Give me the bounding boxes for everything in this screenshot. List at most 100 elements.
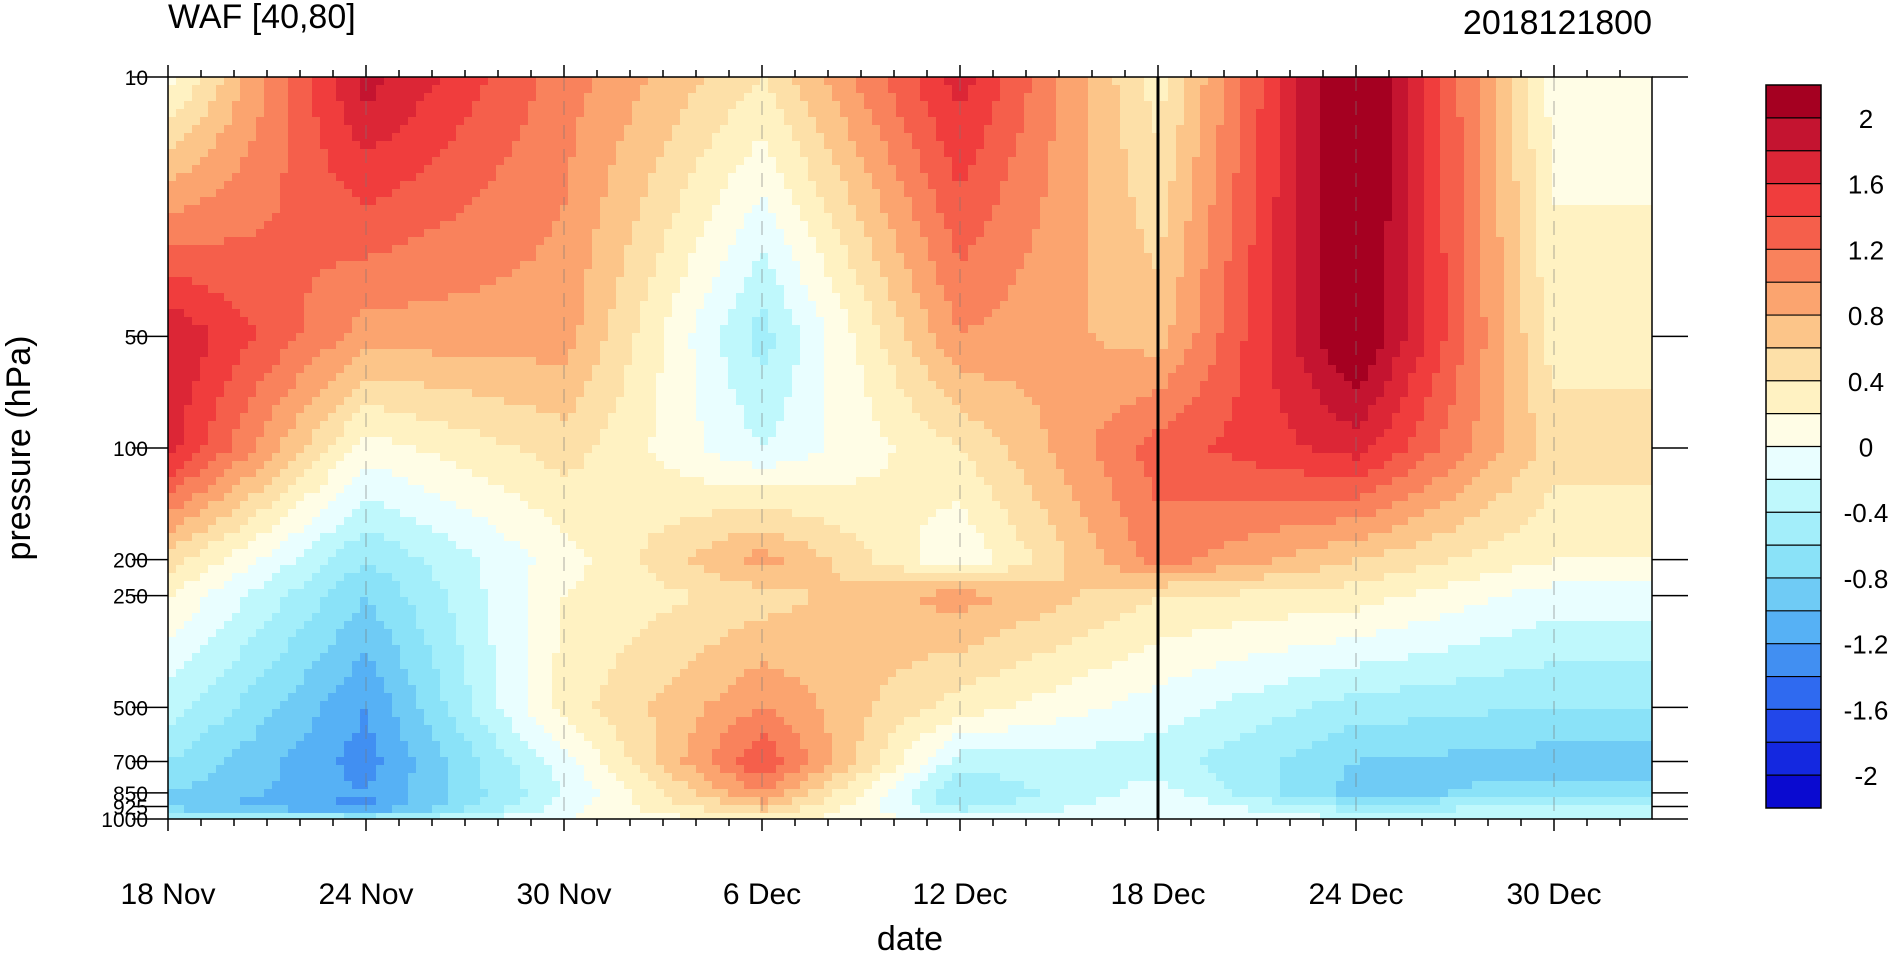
field-cell [1552,229,1561,238]
field-cell [392,253,401,262]
field-cell [1112,85,1121,94]
field-cell [600,157,609,166]
field-cell [1008,181,1017,190]
field-cell [664,197,673,206]
field-cell [176,253,185,262]
field-cell [1496,149,1505,158]
field-cell [176,165,185,174]
field-cell [1520,237,1529,246]
field-cell [1048,173,1057,182]
field-cell [480,213,489,222]
field-cell [720,181,729,190]
field-cell [1328,117,1337,126]
field-cell [488,93,497,102]
field-cell [1280,237,1289,246]
field-cell [1448,269,1457,278]
field-cell [456,205,465,214]
field-cell [1096,269,1105,278]
field-cell [1480,101,1489,110]
field-cell [1056,285,1065,294]
field-cell [656,101,665,110]
field-cell [432,157,441,166]
field-cell [1240,229,1249,238]
field-cell [320,285,329,294]
field-cell [1000,245,1009,254]
field-cell [680,229,689,238]
field-cell [1608,117,1617,126]
field-cell [968,253,977,262]
field-cell [664,157,673,166]
field-cell [880,109,889,118]
field-cell [1344,285,1353,294]
field-cell [720,277,729,286]
field-cell [608,229,617,238]
field-cell [192,285,201,294]
field-cell [216,197,225,206]
field-cell [1224,93,1233,102]
field-cell [488,213,497,222]
field-cell [288,141,297,150]
field-cell [640,133,649,142]
field-cell [264,125,273,134]
field-cell [1536,117,1545,126]
field-cell [1568,85,1577,94]
field-cell [1464,197,1473,206]
field-cell [1368,229,1377,238]
field-cell [1192,229,1201,238]
field-cell [608,85,617,94]
field-cell [1048,101,1057,110]
field-cell [888,101,897,110]
field-cell [232,205,241,214]
field-cell [328,109,337,118]
field-cell [616,285,625,294]
field-cell [696,261,705,270]
field-cell [376,85,385,94]
field-cell [216,285,225,294]
field-cell [1552,197,1561,206]
field-cell [456,109,465,118]
field-cell [1424,269,1433,278]
field-cell [216,109,225,118]
field-cell [1432,181,1441,190]
field-cell [1392,245,1401,254]
field-cell [584,77,593,86]
field-cell [1368,165,1377,174]
field-cell [1184,133,1193,142]
field-cell [288,229,297,238]
field-cell [368,117,377,126]
field-cell [432,93,441,102]
field-cell [288,189,297,198]
field-cell [1504,149,1513,158]
field-cell [1608,221,1617,230]
field-cell [416,165,425,174]
field-cell [664,181,673,190]
field-cell [1464,269,1473,278]
field-cell [520,285,529,294]
field-cell [1568,101,1577,110]
field-cell [808,277,817,286]
field-cell [384,213,393,222]
field-cell [416,237,425,246]
field-cell [808,189,817,198]
field-cell [1264,109,1273,118]
field-cell [232,157,241,166]
field-cell [1160,221,1169,230]
field-cell [1176,253,1185,262]
field-cell [1272,237,1281,246]
field-cell [1520,245,1529,254]
field-cell [1232,93,1241,102]
field-cell [592,109,601,118]
field-cell [1088,101,1097,110]
field-cell [688,125,697,134]
field-cell [584,245,593,254]
field-cell [904,261,913,270]
field-cell [1424,93,1433,102]
field-cell [488,221,497,230]
field-cell [896,173,905,182]
field-cell [1480,205,1489,214]
field-cell [1592,77,1601,86]
field-cell [1312,101,1321,110]
field-cell [704,197,713,206]
field-cell [1488,269,1497,278]
field-cell [1584,157,1593,166]
